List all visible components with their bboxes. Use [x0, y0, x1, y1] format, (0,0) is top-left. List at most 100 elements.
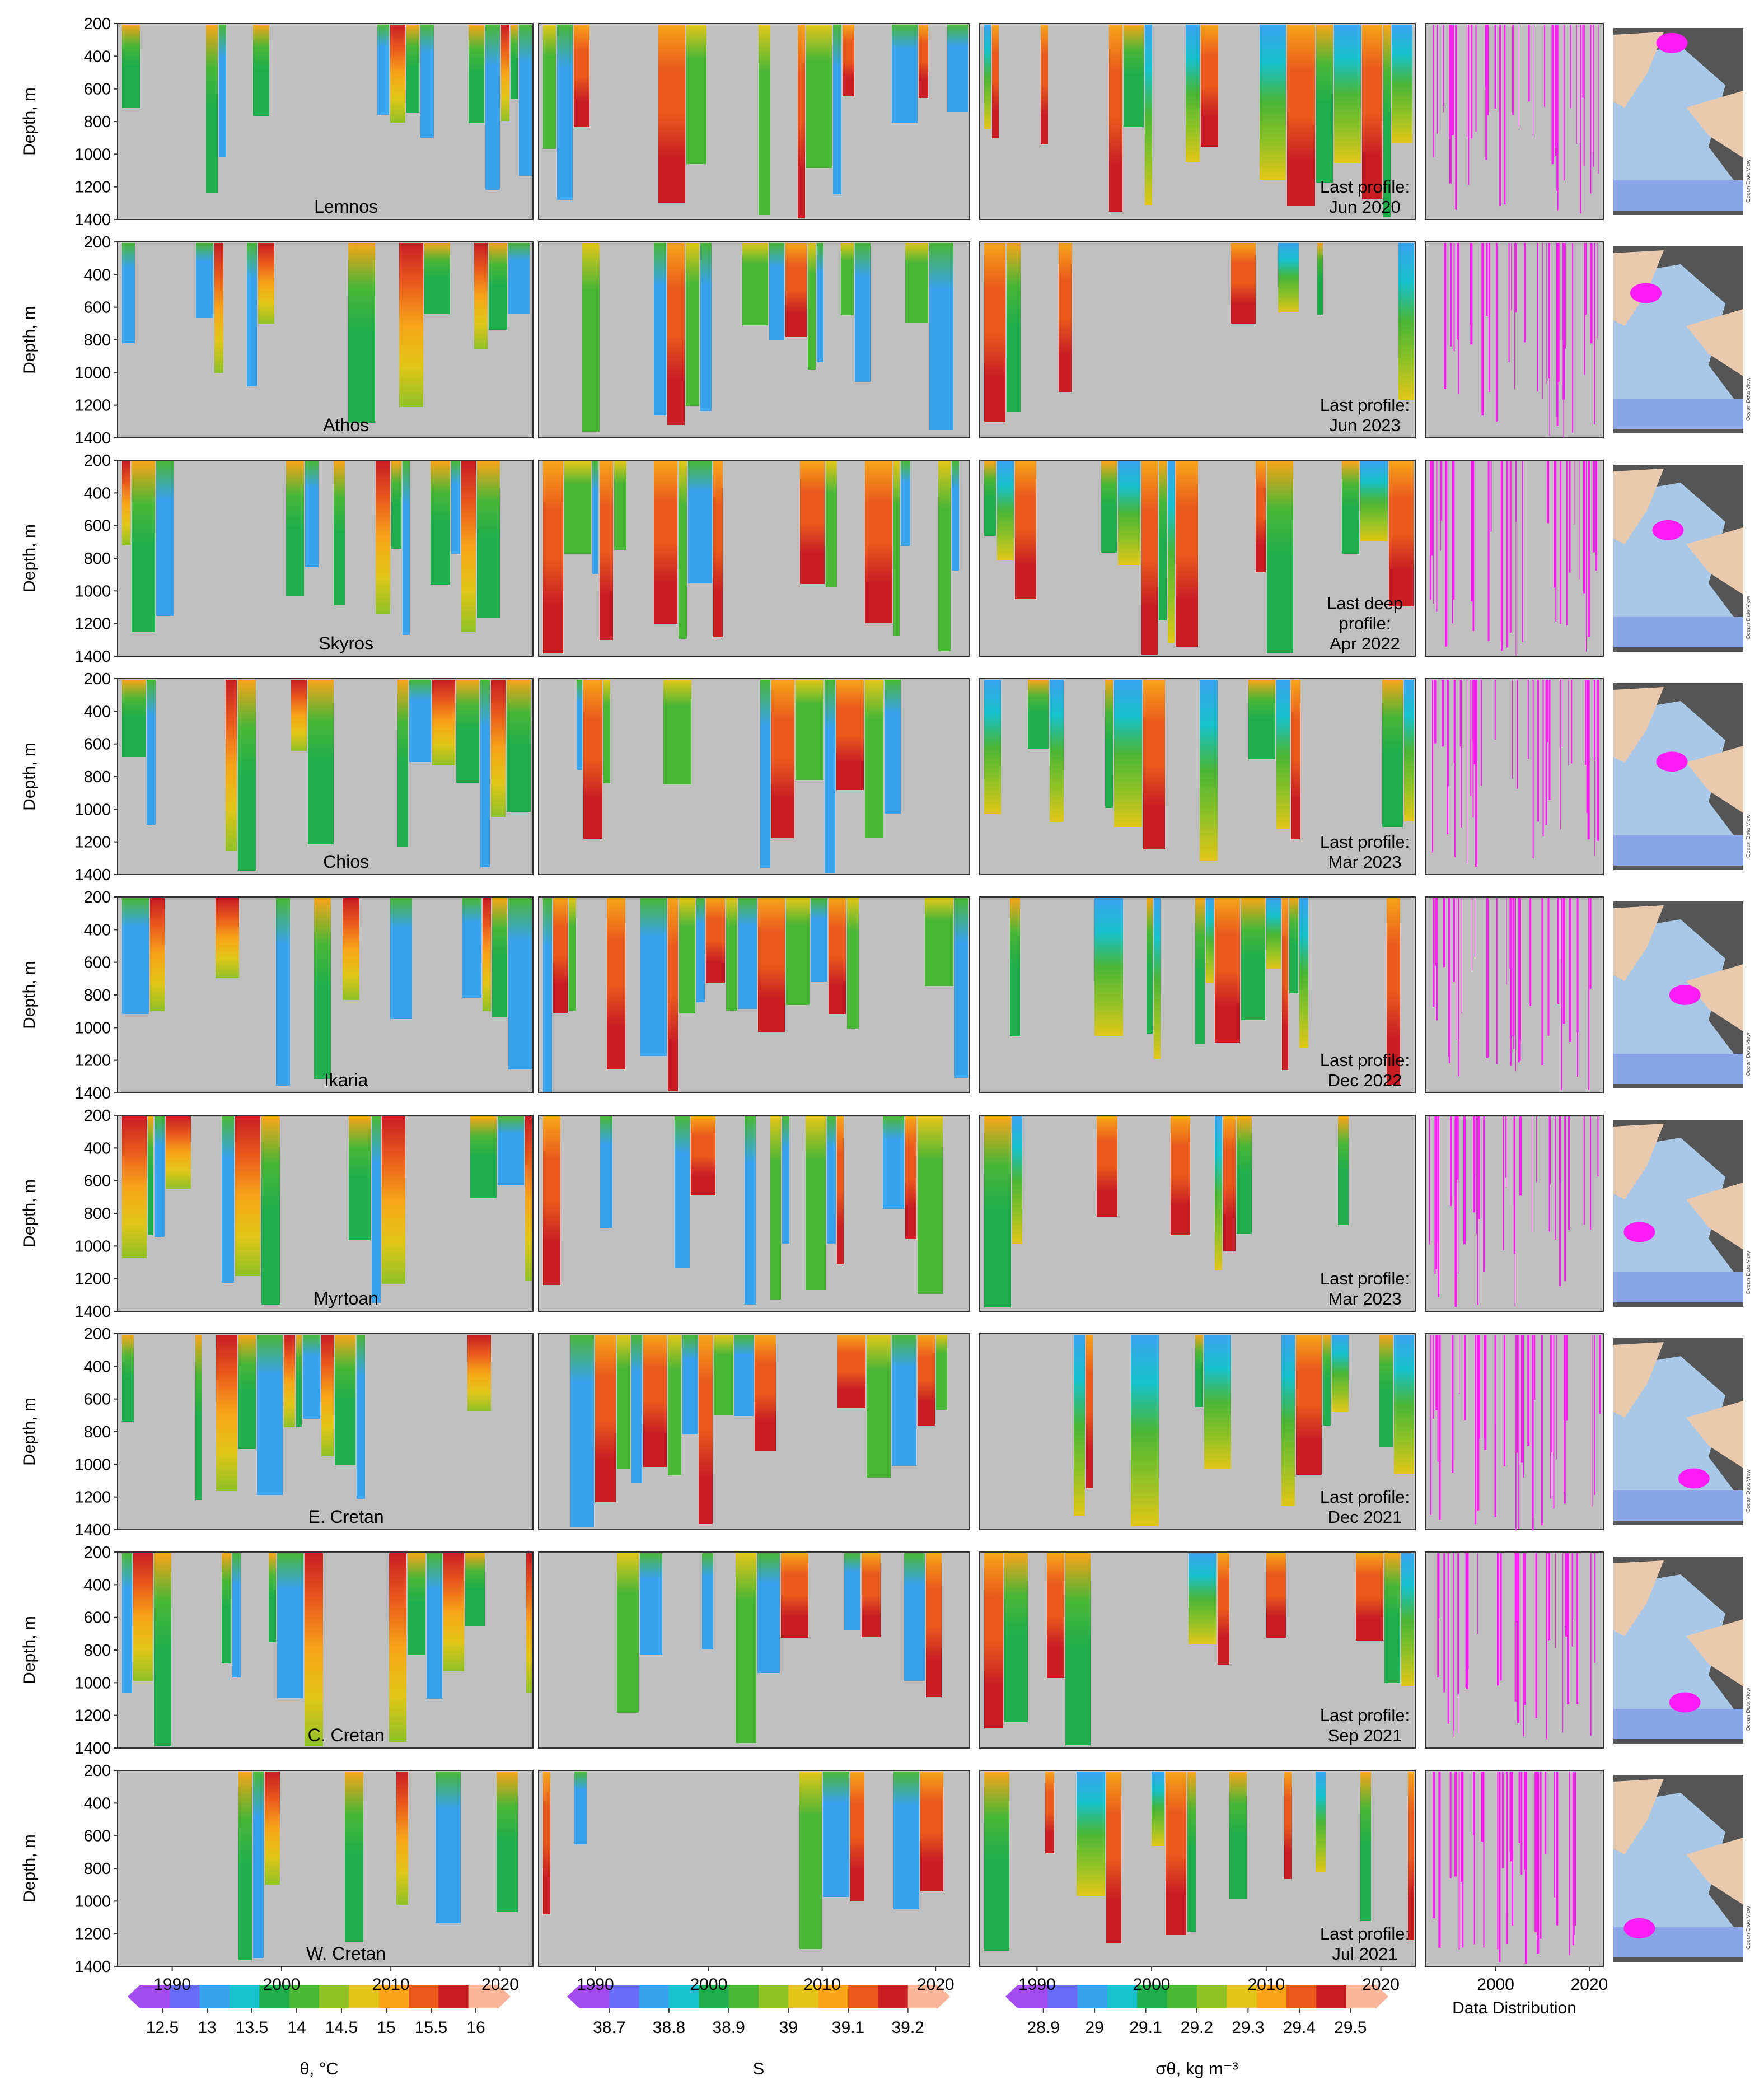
- x-tick-label: 2010: [803, 1975, 841, 1994]
- map-watermark: Ocean Data View: [1746, 159, 1752, 203]
- row-8: Depth, m 200 400 600 800 1000 1200 1400 C. Creta…: [20, 1544, 1752, 1758]
- colorbar-swatch: [1137, 1985, 1168, 2008]
- profile-strip: [166, 1116, 191, 1189]
- profile-strip: [713, 461, 723, 637]
- profile-strip: [436, 1772, 461, 1923]
- colorbar-swatch: [1167, 1985, 1197, 2008]
- map-watermark: Ocean Data View: [1746, 1251, 1752, 1294]
- profile-strip: [206, 25, 218, 193]
- y-tick-label: 1000: [74, 1674, 111, 1692]
- panel-data-distribution: [1425, 1333, 1604, 1531]
- colorbar-swatch: [349, 1985, 380, 2008]
- colorbar-swatch: [728, 1985, 759, 2008]
- panel-sigma: [979, 1551, 1416, 1749]
- profile-strip: [714, 1335, 733, 1415]
- panel-frame: [117, 23, 534, 220]
- panel-frame: [979, 241, 1416, 438]
- y-tick-label: 1200: [74, 397, 111, 415]
- map-watermark: Ocean Data View: [1746, 1688, 1752, 1731]
- y-tick-label: 600: [84, 1172, 111, 1190]
- region-map: Ocean Data View: [1613, 901, 1752, 1088]
- panel-sigma: [979, 241, 1416, 438]
- y-tick-label: 1400: [74, 1958, 111, 1976]
- profile-strip: [1334, 25, 1361, 163]
- map-land: [1686, 964, 1743, 1031]
- profile-strip: [984, 25, 991, 129]
- profile-strip: [918, 1335, 935, 1426]
- profile-strip: [844, 1553, 860, 1630]
- profile-strip: [343, 898, 359, 1000]
- profile-strip: [321, 1335, 334, 1456]
- profile-strip: [469, 25, 484, 123]
- y-tick-label: 400: [84, 1139, 111, 1157]
- colorbar-tick-label: 14: [287, 2018, 306, 2037]
- colorbar-swatch: [170, 1985, 200, 2008]
- profile-strip: [1004, 1553, 1028, 1722]
- panel-frame: [117, 1551, 534, 1749]
- profile-strip: [607, 898, 625, 1069]
- panel-background: [538, 678, 970, 875]
- profile-strip: [1360, 1772, 1371, 1921]
- panel-frame: [117, 896, 534, 1093]
- y-axis-label: Depth, m: [20, 1398, 39, 1466]
- colorbar-tick-label: 38.8: [653, 2018, 685, 2037]
- profile-strip: [485, 25, 500, 190]
- colorbar-tick-label: 28.9: [1027, 2018, 1060, 2037]
- profile-strip: [122, 461, 130, 545]
- panel-theta: [117, 23, 534, 220]
- y-tick-label: 1000: [74, 364, 111, 382]
- profile-strip: [1189, 1553, 1216, 1644]
- profile-strip: [569, 898, 576, 1011]
- region-map: Ocean Data View: [1613, 1775, 1752, 1962]
- colorbar-swatch: [818, 1985, 849, 2008]
- profile-strip: [1012, 1116, 1022, 1244]
- profile-strip: [837, 1116, 844, 1264]
- profile-strip: [1074, 1335, 1085, 1516]
- profile-strip: [1206, 898, 1214, 983]
- panel-background: [117, 241, 534, 438]
- profile-strip: [614, 461, 626, 550]
- profile-strip: [1195, 1335, 1203, 1407]
- profile-strip: [507, 680, 531, 812]
- y-tick-label: 600: [84, 1609, 111, 1627]
- profile-note-line: Last profile:: [1320, 1924, 1410, 1943]
- map-land: [1613, 1779, 1664, 1854]
- profile-strip: [833, 25, 841, 194]
- profile-strip: [1094, 898, 1123, 1036]
- profile-note-line: Last profile:: [1320, 1050, 1410, 1070]
- profile-strip: [1152, 1772, 1164, 1846]
- colorbar-swatch: [319, 1985, 350, 2008]
- profile-strip: [817, 243, 823, 362]
- profile-strip: [855, 243, 871, 382]
- y-tick-label: 400: [84, 1576, 111, 1594]
- profile-strip: [686, 25, 706, 164]
- panel-salinity: [538, 1551, 970, 1749]
- profile-strip: [396, 1772, 408, 1905]
- profile-strip: [825, 680, 835, 873]
- profile-strip: [1143, 680, 1165, 849]
- profile-note-line: Jun 2023: [1329, 415, 1401, 435]
- profile-strip: [456, 680, 479, 783]
- profile-strip: [829, 898, 846, 1014]
- profile-strip: [702, 1553, 713, 1649]
- profile-strip: [349, 1116, 371, 1240]
- panel-frame: [117, 1115, 534, 1312]
- profile-strip: [847, 898, 859, 1029]
- profile-strip: [643, 1335, 667, 1467]
- profile-strip: [1007, 243, 1021, 412]
- y-axis-label: Depth, m: [20, 961, 39, 1029]
- profile-note-line: Dec 2022: [1328, 1071, 1402, 1090]
- profile-strip: [600, 461, 613, 640]
- profile-strip: [668, 1335, 681, 1475]
- profile-strip: [286, 461, 304, 596]
- colorbar-swatch: [378, 1985, 409, 2008]
- map-watermark: Ocean Data View: [1746, 1032, 1752, 1076]
- region-label: Athos: [323, 415, 369, 435]
- profile-strip: [758, 898, 785, 1032]
- profile-strip: [1015, 461, 1036, 599]
- panel-frame: [538, 241, 970, 438]
- profile-note-line: Last profile:: [1320, 395, 1410, 415]
- profile-strip: [663, 680, 691, 784]
- profile-strip: [382, 1116, 405, 1284]
- profile-note-line: Sep 2021: [1328, 1726, 1402, 1745]
